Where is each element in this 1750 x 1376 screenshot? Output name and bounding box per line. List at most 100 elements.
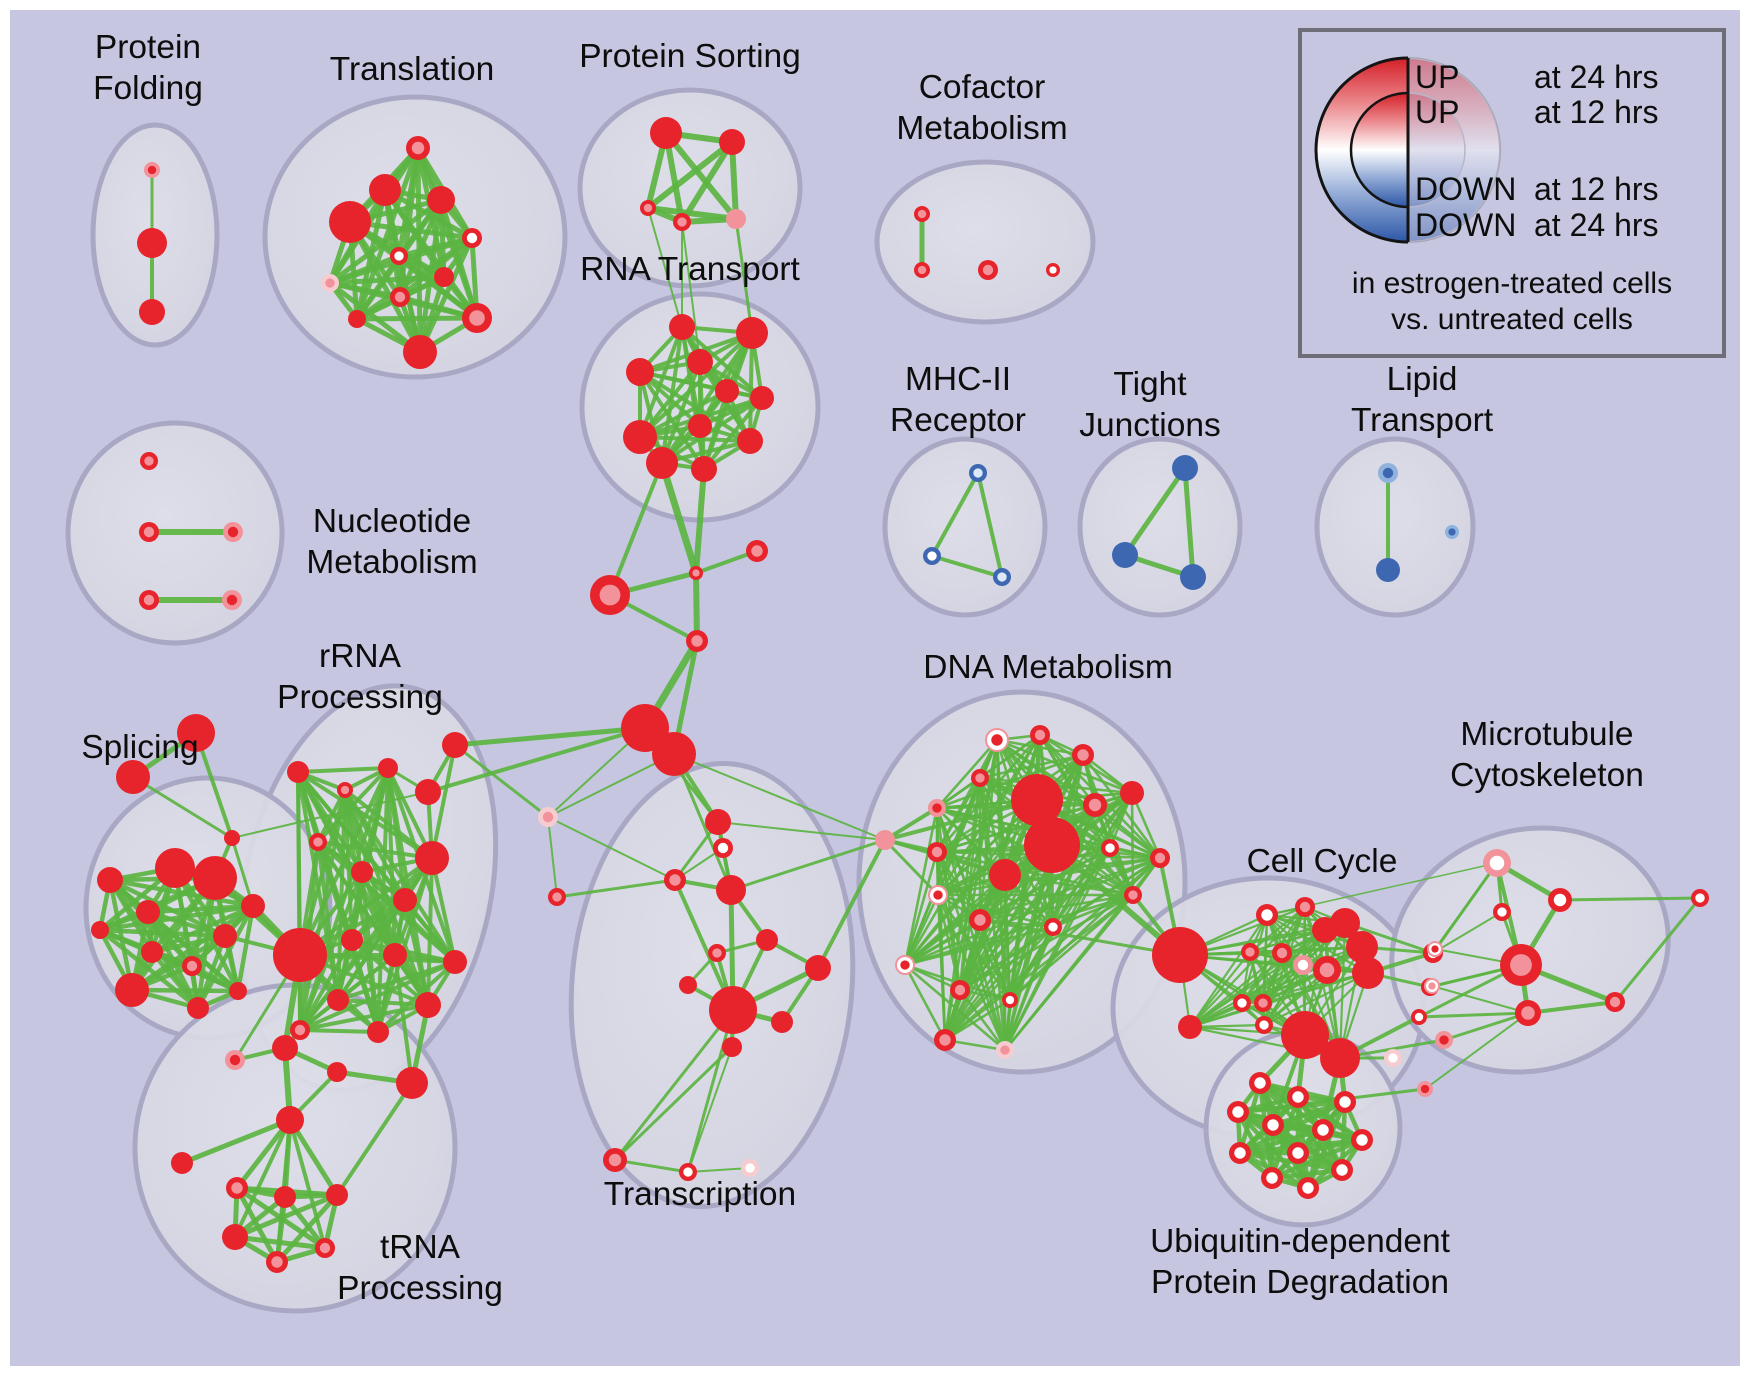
node-inner-12h <box>394 291 406 303</box>
node-outer-24h <box>155 848 195 888</box>
network-edge <box>274 1192 340 1265</box>
network-edge <box>1442 1011 1530 1042</box>
network-node-sp11 <box>229 982 247 1000</box>
network-edge <box>686 1008 735 1174</box>
network-edge <box>145 909 241 994</box>
node-inner-12h <box>751 545 763 557</box>
network-node-sp3 <box>136 900 160 924</box>
label-layer: Protein Folding Translation Protein Sorting… <box>81 29 1643 1307</box>
network-node-cf3 <box>1046 263 1060 277</box>
node-inner-12h <box>982 264 994 276</box>
node-inner-12h <box>599 584 621 606</box>
network-edge <box>233 1118 292 1239</box>
legend-direction-1: UP <box>1415 59 1459 95</box>
network-node-tx10 <box>771 1011 793 1033</box>
node-inner-12h <box>1254 1077 1266 1089</box>
network-node-mt3 <box>1427 941 1443 957</box>
node-inner-12h <box>1267 1119 1279 1131</box>
network-edge <box>288 1118 327 1250</box>
network-node-tr3 <box>427 186 455 214</box>
node-outer-24h <box>442 732 468 758</box>
node-outer-24h <box>241 894 265 918</box>
network-edge <box>936 856 1162 897</box>
network-edge <box>547 753 675 818</box>
cluster-transcription-label-line1: Transcription <box>604 1176 796 1213</box>
cluster-trna-processing-label-line2: Processing <box>337 1270 503 1307</box>
node-inner-12h <box>1382 467 1394 479</box>
node-outer-24h <box>1320 1038 1360 1078</box>
network-node-rt4 <box>750 386 774 410</box>
network-node-lt0 <box>1378 463 1398 483</box>
network-edge <box>903 918 982 967</box>
network-node-rt6 <box>688 414 712 438</box>
network-node-sp8 <box>213 924 237 948</box>
node-inner-12h <box>1510 954 1532 976</box>
network-node-cc5 <box>1330 908 1360 938</box>
network-edge <box>129 903 256 993</box>
legend-direction-3: DOWN <box>1415 171 1516 207</box>
node-outer-24h <box>274 1186 296 1208</box>
network-node-cf2 <box>978 260 998 280</box>
network-node-tj1 <box>1112 542 1138 568</box>
network-edge <box>234 1117 293 1191</box>
node-outer-24h <box>1352 957 1384 989</box>
network-edge <box>976 471 1004 579</box>
network-edge <box>1240 928 1327 1005</box>
node-inner-12h <box>1088 798 1102 812</box>
cluster-mhc-ii-receptor-ellipse <box>882 436 1048 618</box>
network-node-ps4 <box>726 209 746 229</box>
node-outer-24h <box>415 779 441 805</box>
network-edge <box>1248 905 1307 954</box>
network-edge <box>693 570 700 644</box>
node-outer-24h <box>691 456 717 482</box>
network-node-cc16 <box>1320 1038 1360 1078</box>
legend-faded-half <box>1408 58 1500 242</box>
network-edge <box>943 856 1162 1042</box>
network-node-cf1 <box>914 262 930 278</box>
network-node-tnd <box>396 1067 428 1099</box>
network-node-rr5 <box>351 861 373 883</box>
network-edge <box>660 360 702 465</box>
network-node-tr9 <box>462 303 492 333</box>
network-edge <box>978 893 1135 922</box>
node-outer-24h <box>115 973 149 1007</box>
network-edge <box>1236 1087 1427 1114</box>
network-node-tr7 <box>390 287 410 307</box>
node-outer-24h <box>989 859 1021 891</box>
network-node-dm14 <box>969 909 991 931</box>
network-node-rt2 <box>626 358 654 386</box>
network-edge <box>347 219 423 355</box>
network-edge <box>231 791 429 839</box>
network-node-dm19 <box>950 980 970 1000</box>
network-node-mh0 <box>969 464 987 482</box>
network-node-nm2 <box>223 522 243 542</box>
node-outer-24h <box>393 888 417 912</box>
network-node-tnl <box>266 1251 288 1273</box>
network-node-tx5 <box>756 929 778 951</box>
node-outer-24h <box>91 921 109 939</box>
network-node-dm17 <box>1044 918 1062 936</box>
node-outer-24h <box>272 1035 298 1061</box>
network-node-lt1 <box>1376 558 1400 582</box>
node-inner-12h <box>717 842 729 854</box>
network-edge <box>298 870 364 1032</box>
node-outer-24h <box>287 761 309 783</box>
cluster-protein-sorting-label-line1: Protein Sorting <box>579 38 801 75</box>
network-edge <box>958 925 1055 992</box>
node-inner-12h <box>1339 1096 1351 1108</box>
node-outer-24h <box>716 875 746 905</box>
node-inner-12h <box>1048 922 1058 932</box>
network-node-tr11 <box>348 310 366 328</box>
network-node-tna <box>272 1035 298 1061</box>
network-edge <box>903 893 1135 967</box>
network-edge <box>687 1046 733 1173</box>
node-inner-12h <box>1232 1106 1244 1118</box>
node-inner-12h <box>1428 982 1436 990</box>
network-node-mt0 <box>1483 849 1511 877</box>
network-node-rr9 <box>383 943 407 967</box>
network-node-nm0 <box>140 452 158 470</box>
node-outer-24h <box>715 379 739 403</box>
network-edge <box>107 877 256 909</box>
network-edge <box>97 903 256 933</box>
network-node-cc25 <box>1384 1049 1402 1067</box>
